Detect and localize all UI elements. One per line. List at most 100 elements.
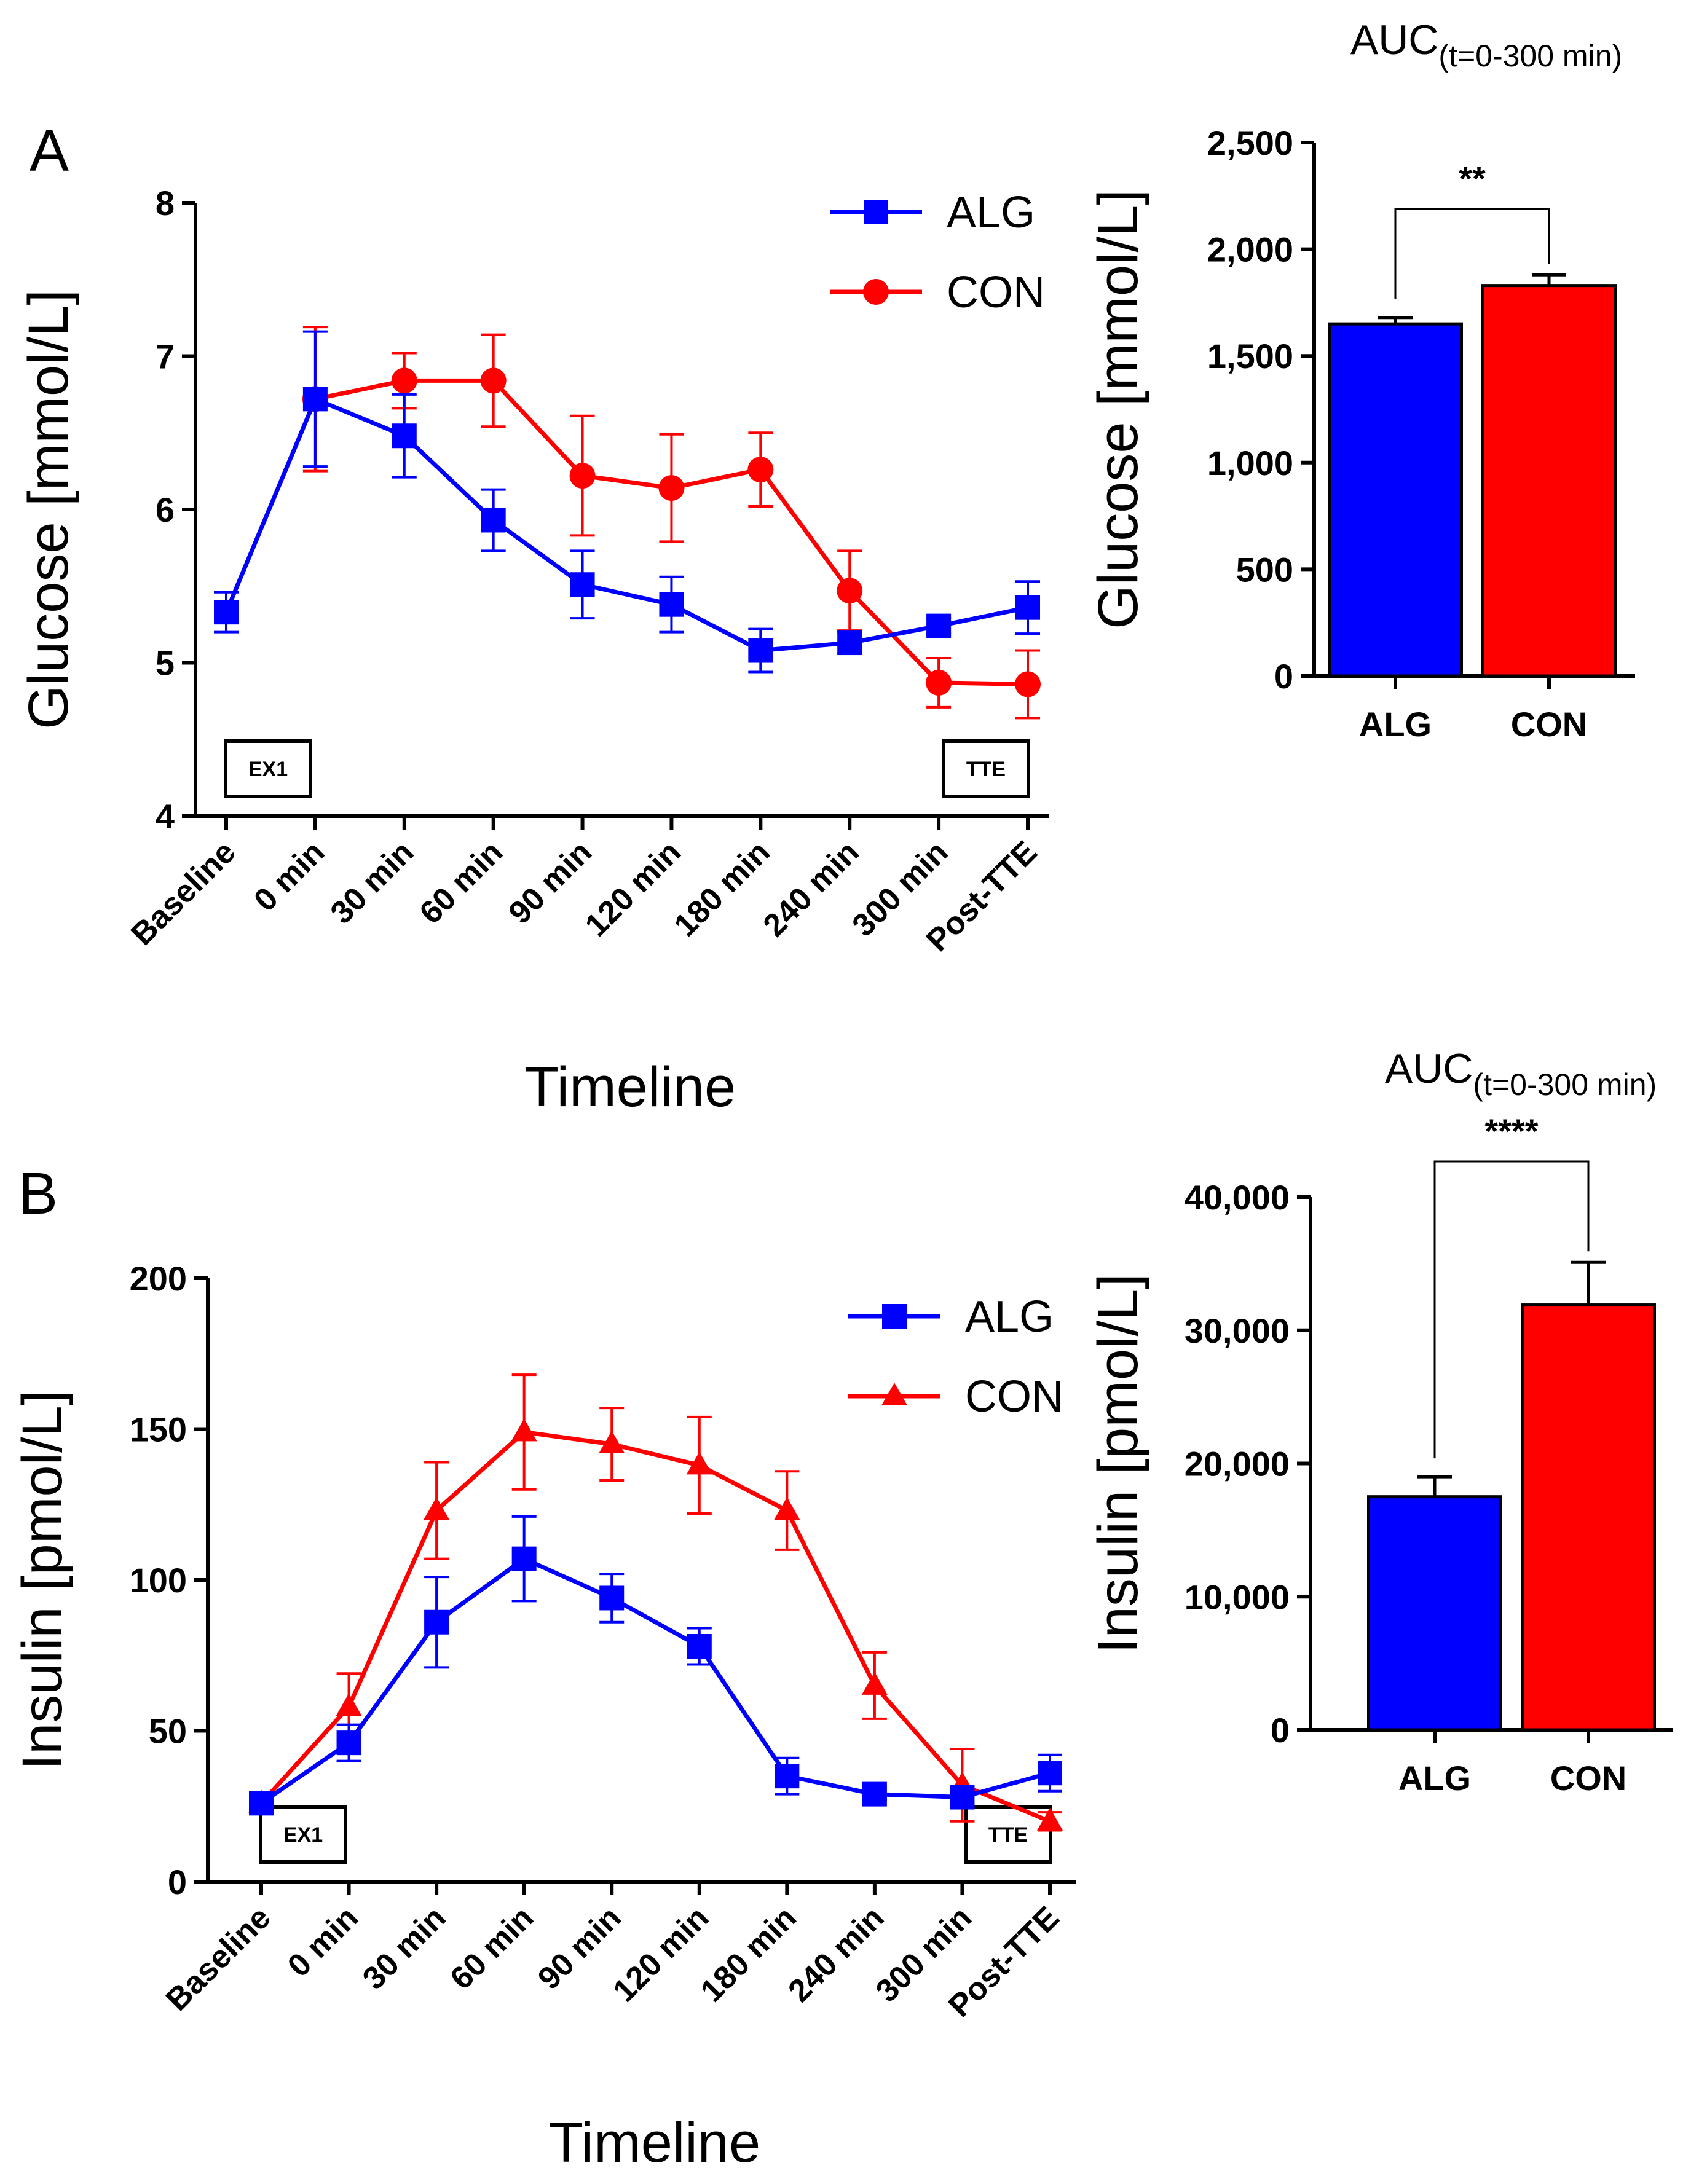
panel-a-series-alg-point [926, 613, 952, 638]
panel-b-series-alg-point [336, 1730, 361, 1756]
panel-b-auc-bar-chart: AUC(t=0-300 min) 0 10,000 20,000 30,000 40,00… [1087, 1045, 1673, 1797]
panel-a-auc-bar-con [1481, 284, 1617, 678]
panel-b-x-tick-label: 60 min [444, 1899, 540, 1996]
panel-b-series-alg-line [260, 1557, 1051, 1805]
panel-a-x-tick-label: 240 min [757, 834, 866, 943]
panel-b-series-con-point [861, 1671, 888, 1695]
panel-a-series-con-point [926, 669, 952, 696]
panel-b-legend-alg-label: ALG [965, 1292, 1054, 1341]
panel-a-y-tick-label: 8 [156, 184, 175, 222]
panel-b-x-tick-label: 0 min [281, 1899, 365, 1984]
panel-a-auc-bar-alg [1328, 322, 1463, 678]
panel-b-series-con-point [599, 1431, 625, 1454]
panel-a-x-tick-label: 60 min [413, 834, 510, 930]
panel-b-legend-alg-marker [882, 1304, 907, 1329]
panel-b-legend-con-marker [881, 1383, 907, 1405]
panel-a-x-tick-label: Baseline [124, 834, 242, 952]
panel-a-series-con-point [747, 457, 774, 483]
panel-a-y-tick-label: 7 [156, 337, 175, 376]
panel-b-series-alg-point [687, 1634, 712, 1659]
panel-b-series-alg-point [950, 1785, 975, 1810]
panel-a-x-axis-label: Timeline [524, 1056, 736, 1118]
panel-a-series-alg-point [302, 387, 328, 412]
panel-b-auc-bar-alg [1367, 1495, 1502, 1732]
panel-b-series-con-point [424, 1497, 450, 1520]
panel-b-auc-y-tick-label: 10,000 [1185, 1577, 1290, 1616]
panel-a-series-alg-point [748, 638, 773, 663]
panel-b-series-con-point [774, 1497, 800, 1520]
panel-a-auc-y-tick-label: 500 [1236, 550, 1293, 589]
panel-b-series-alg-point [249, 1791, 274, 1816]
panel-b-auc-y-tick-label: 30,000 [1185, 1311, 1290, 1350]
panel-a-letter: A [30, 118, 69, 184]
panel-a-auc-y-tick-label: 2,000 [1207, 230, 1293, 269]
panel-a-x-tick-label: 30 min [324, 834, 420, 930]
panel-a-y-axis-label: Glucose [mmol/L] [17, 289, 80, 729]
panel-a-series-con-point [1015, 671, 1041, 697]
panel-b-y-axis-label: Insulin [pmol/L] [11, 1390, 74, 1770]
panel-b-y-tick-label: 50 [149, 1712, 187, 1751]
panel-b-auc-y-axis-label: Insulin [pmol/L] [1087, 1273, 1149, 1654]
panel-b-series-alg-point [599, 1585, 625, 1611]
panel-b-series-alg-point [775, 1764, 800, 1789]
panel-a-series-con-point [480, 367, 507, 394]
panel-a-legend-con-marker [863, 279, 889, 305]
panel-b-legend-con-label: CON [965, 1372, 1063, 1421]
panel-a-legend-con-label: CON [947, 268, 1045, 317]
panel-a-auc-y-tick-label: 0 [1274, 657, 1293, 696]
panel-b-auc-x-tick-label: ALG [1398, 1759, 1471, 1797]
panel-a-auc-x-tick-label: CON [1511, 705, 1587, 744]
panel-b-ex1-box [259, 1805, 347, 1864]
panel-b-series-con-line [259, 1429, 1051, 1824]
panel-a-auc-y-tick-label: 2,500 [1207, 124, 1293, 162]
panel-b-y-tick-label: 200 [130, 1259, 187, 1298]
panel-a-auc-y-tick-label: 1,000 [1207, 444, 1293, 482]
panel-a-ex1-box [224, 739, 312, 798]
panel-a-series-alg-point [570, 572, 595, 597]
panel-b-auc-x-tick-label: CON [1550, 1759, 1626, 1797]
panel-a-auc-title: AUC(t=0-300 min) [1350, 17, 1622, 73]
panel-a-y-tick-label: 4 [156, 797, 175, 836]
panel-b-ex1-box-label: EX1 [283, 1823, 323, 1847]
panel-a-series-alg-point [481, 508, 506, 533]
panel-a-auc-y-axis-label: Glucose [mmol/L] [1087, 189, 1149, 629]
panel-b-series-con-point [511, 1418, 537, 1442]
panel-b-y-tick-label: 0 [168, 1863, 187, 1901]
panel-a-y-tick-label: 6 [156, 490, 175, 529]
panel-a-significance-label: ** [1459, 159, 1486, 198]
panel-a-series-alg-point [1015, 595, 1040, 620]
panel-b-x-axis-label: Timeline [549, 2111, 760, 2174]
panel-b-significance-bracket [1433, 1160, 1590, 1459]
panel-a-series-alg-point [837, 630, 862, 656]
panel-a-series-alg-point [214, 600, 239, 625]
panel-b-letter: B [18, 1161, 58, 1227]
panel-b-series-alg-point [511, 1546, 537, 1571]
panel-a-y-tick-label: 5 [156, 644, 175, 683]
panel-a-series-con-point [569, 463, 596, 489]
panel-b-y-tick-label: 150 [130, 1410, 187, 1449]
panel-b-series-con-point [1037, 1807, 1063, 1831]
panel-b-series-alg-point [1038, 1761, 1062, 1786]
panel-b-x-tick-label: 240 min [781, 1899, 891, 2009]
panel-b-y-tick-label: 100 [130, 1561, 187, 1600]
panel-a-series-con-point [658, 475, 685, 501]
panel-b-auc-title: AUC(t=0-300 min) [1385, 1045, 1657, 1102]
panel-b-x-tick-label: 180 min [694, 1899, 803, 2009]
panel-a-x-tick-label: 180 min [668, 834, 777, 943]
panel-b-auc-y-tick-label: 40,000 [1185, 1178, 1290, 1217]
panel-b-x-tick-label: 30 min [356, 1899, 452, 1996]
panel-a-series-con-point [391, 367, 417, 394]
panel-b-series-con-point [686, 1451, 712, 1475]
panel-b-series-alg-point [424, 1609, 449, 1635]
panel-b-x-tick-label: Baseline [159, 1899, 277, 2017]
panel-b-x-tick-label: 120 min [606, 1899, 716, 2009]
panel-b-series-alg-point [862, 1781, 887, 1807]
panel-a-x-tick-label: 120 min [578, 834, 688, 943]
panel-a-x-tick-label: 0 min [247, 834, 331, 918]
panel-b-significance-label: **** [1484, 1112, 1538, 1150]
panel-a-series-alg-line [224, 396, 1028, 653]
panel-a-auc-y-tick-label: 1,500 [1207, 337, 1293, 375]
